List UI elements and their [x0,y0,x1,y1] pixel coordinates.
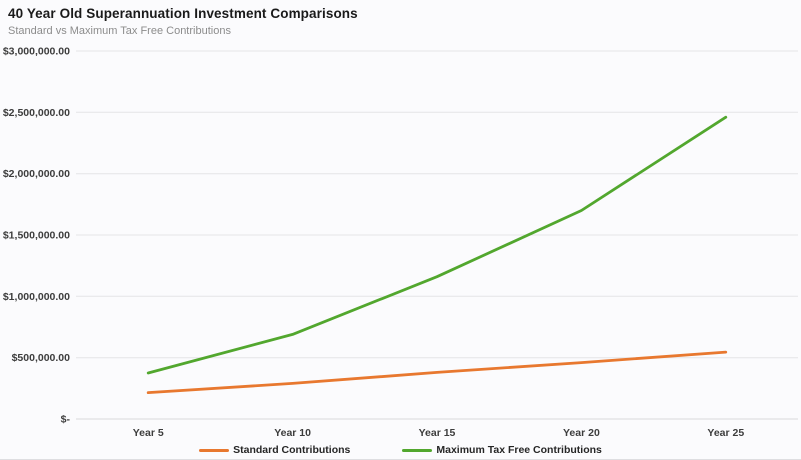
y-tick-label: $2,000,000.00 [3,168,70,180]
chart-subtitle: Standard vs Maximum Tax Free Contributio… [8,25,231,37]
y-tick-label: $2,500,000.00 [3,107,70,119]
x-tick-label: Year 5 [133,427,164,439]
y-tick-label: $1,500,000.00 [3,230,70,242]
y-tick-label: $1,000,000.00 [3,291,70,303]
legend: Standard Contributions Maximum Tax Free … [0,444,801,456]
legend-line-swatch-standard [199,448,230,452]
x-tick-label: Year 10 [274,427,311,439]
y-tick-label: $500,000.00 [12,352,71,364]
y-tick-label: $3,000,000.00 [3,46,70,58]
series-line [146,350,728,395]
series-line [146,115,728,375]
legend-label-standard: Standard Contributions [233,444,351,456]
y-tick-label: $- [61,414,71,426]
x-tick-label: Year 20 [563,427,600,439]
legend-label-max-tax-free: Maximum Tax Free Contributions [436,444,602,456]
chart-title: 40 Year Old Superannuation Investment Co… [8,6,358,21]
x-tick-label: Year 15 [419,427,456,439]
legend-item-standard-contributions[interactable]: Standard Contributions [199,444,350,456]
chart-header: 40 Year Old Superannuation Investment Co… [8,6,358,37]
x-tick-label: Year 25 [707,427,744,439]
legend-line-swatch-max-tax-free [402,448,433,452]
legend-item-max-tax-free-contributions[interactable]: Maximum Tax Free Contributions [402,444,602,456]
